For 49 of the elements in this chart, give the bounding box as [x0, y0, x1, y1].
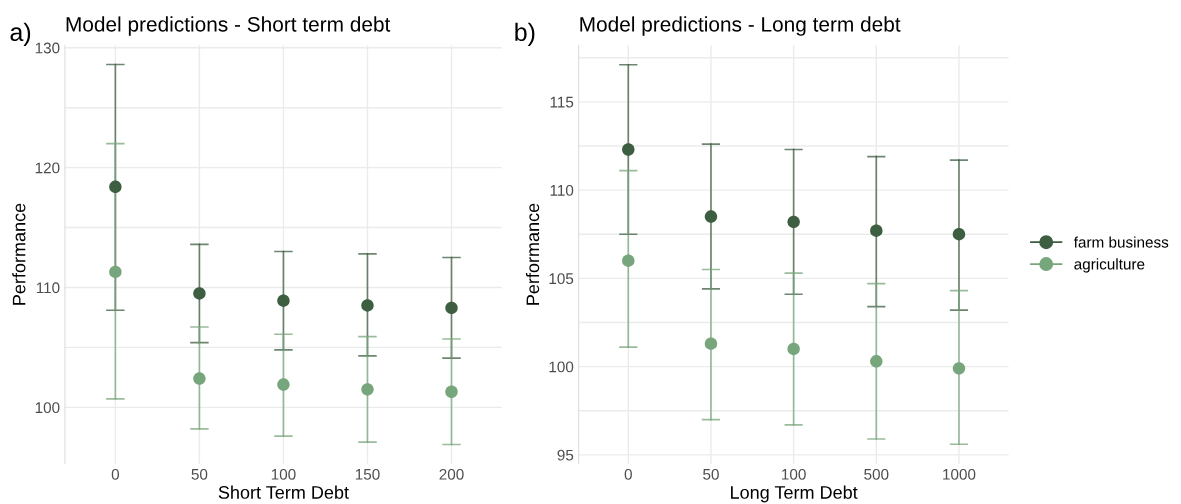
- point: [277, 294, 290, 307]
- point: [109, 180, 122, 194]
- point: [787, 215, 800, 229]
- x-axis-title: Short Term Debt: [218, 485, 349, 499]
- x-tick-label: 100: [782, 468, 806, 480]
- x-tick-label: 50: [703, 468, 719, 480]
- y-tick-label: 115: [550, 96, 574, 108]
- y-axis-title: Performance: [525, 203, 540, 305]
- point: [787, 342, 800, 356]
- point: [952, 362, 966, 375]
- point: [870, 355, 883, 368]
- point: [445, 301, 458, 315]
- x-tick-label: 1000: [943, 468, 976, 480]
- point: [704, 210, 718, 223]
- x-tick-label: 50: [191, 468, 208, 480]
- point: [445, 385, 458, 398]
- y-tick-label: 105: [549, 273, 574, 285]
- point: [109, 265, 122, 279]
- point: [361, 383, 374, 396]
- point: [870, 224, 883, 237]
- point: [361, 299, 374, 312]
- point: [704, 337, 718, 350]
- x-tick-label: 150: [355, 468, 380, 480]
- x-tick-label: 100: [271, 468, 296, 480]
- x-tick-label: 0: [624, 468, 632, 480]
- y-tick-label: 100: [35, 402, 60, 414]
- y-tick-label: 110: [36, 282, 60, 294]
- text: b): [515, 22, 535, 46]
- y-tick-label: 95: [557, 449, 574, 461]
- x-tick-label: 500: [864, 468, 889, 480]
- x-tick-label: 0: [111, 468, 120, 480]
- point: [193, 372, 206, 385]
- legend-label: agriculture: [1074, 258, 1145, 273]
- point: [952, 228, 966, 241]
- point: [622, 254, 635, 267]
- legend-label: farm business: [1073, 236, 1169, 248]
- point: [193, 287, 206, 300]
- y-tick-label: 110: [550, 184, 574, 196]
- point: [622, 143, 635, 156]
- chart-title: Model predictions - Long term debt: [580, 16, 901, 36]
- x-tick-label: 200: [439, 468, 464, 480]
- y-tick-label: 120: [35, 162, 60, 174]
- chart-title: Model predictions - Short term debt: [66, 16, 391, 36]
- text: a): [10, 22, 31, 46]
- y-tick-label: 130: [35, 42, 60, 54]
- y-tick-label: 100: [549, 361, 574, 373]
- y-axis-title: Performance: [12, 203, 26, 305]
- x-axis-title: Long Term Debt: [731, 485, 858, 503]
- point: [277, 378, 290, 391]
